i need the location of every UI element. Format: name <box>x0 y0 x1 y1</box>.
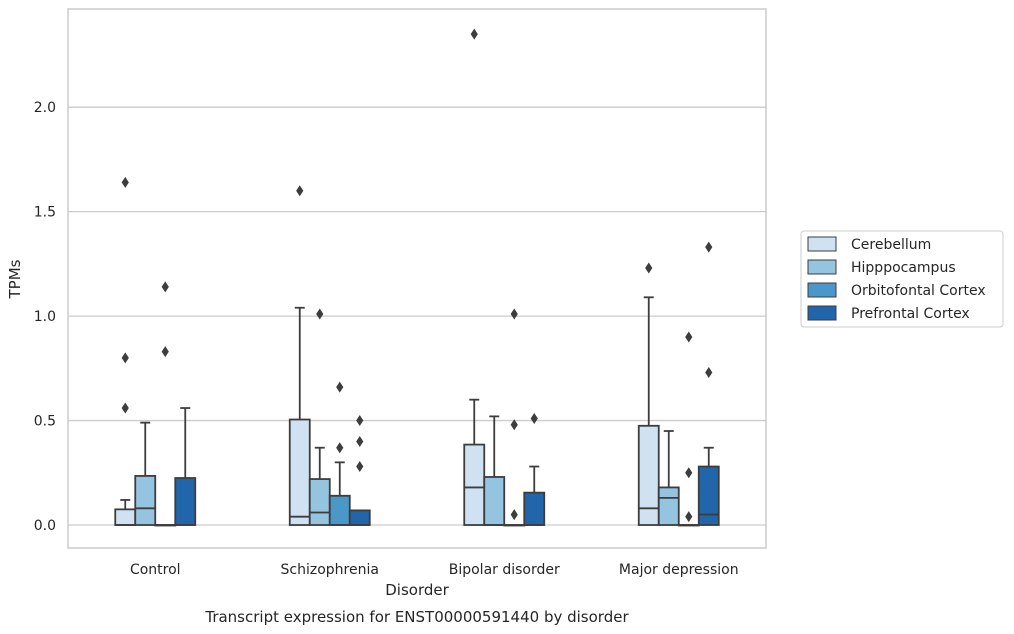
x-axis-label: Disorder <box>385 581 449 599</box>
box-body <box>697 465 720 526</box>
outlier-point <box>705 241 713 253</box>
box-hipppocampus-0 <box>134 421 157 526</box>
box-prefrontal-cortex-3 <box>697 241 720 526</box>
y-axis-label: TPMs <box>6 259 24 299</box>
y-tick-labels: 0.0 0.5 1.0 1.5 2.0 <box>34 100 56 534</box>
box-body <box>308 478 331 526</box>
x-tick-label: Schizophrenia <box>281 562 379 578</box>
box-orbitofontal-cortex-3 <box>677 331 700 527</box>
box-cerebellum-3 <box>637 262 660 526</box>
outlier-point <box>510 308 518 320</box>
box-orbitofontal-cortex-1 <box>328 381 351 526</box>
box-body <box>657 486 680 526</box>
box-body <box>114 508 137 526</box>
box-orbitofontal-cortex-2 <box>503 308 526 527</box>
box-body <box>134 475 157 526</box>
legend-label: Hipppocampus <box>851 260 956 276</box>
box-prefrontal-cortex-0 <box>174 407 197 526</box>
outlier-point <box>121 352 129 364</box>
outlier-point <box>121 176 129 188</box>
legend: Cerebellum Hipppocampus Orbitofontal Corte… <box>800 230 1004 328</box>
chart-caption: Transcript expression for ENST0000059144… <box>204 608 629 626</box>
outlier-point <box>121 402 129 414</box>
outlier-point <box>161 346 169 358</box>
outlier-point <box>705 367 713 379</box>
y-tick-label: 1.5 <box>34 205 56 221</box>
legend-swatch <box>807 282 837 298</box>
box-body <box>523 491 546 526</box>
box-prefrontal-cortex-2 <box>523 412 546 526</box>
legend-item: Prefrontal Cortex <box>807 305 970 322</box>
box-hipppocampus-2 <box>483 415 506 526</box>
box-hipppocampus-3 <box>657 430 680 526</box>
outlier-point <box>161 281 169 293</box>
outlier-point <box>336 381 344 393</box>
box-body <box>328 494 351 526</box>
box-hipppocampus-1 <box>308 308 331 526</box>
box-cerebellum-0 <box>114 176 137 526</box>
box-prefrontal-cortex-1 <box>348 415 371 526</box>
outlier-point <box>316 308 324 320</box>
x-tick-labels: Control Schizophrenia Bipolar disorder Majo… <box>130 562 739 578</box>
legend-frame <box>800 230 1004 328</box>
outlier-point <box>336 442 344 454</box>
outlier-point <box>356 435 364 447</box>
y-tick-label: 2.0 <box>34 100 56 116</box>
box-orbitofontal-cortex-0 <box>154 281 177 527</box>
legend-swatch <box>807 259 837 275</box>
box-body <box>174 477 197 526</box>
box-plots <box>114 28 720 527</box>
outlier-point <box>685 331 693 343</box>
legend-label: Cerebellum <box>851 237 931 253</box>
box-body <box>463 443 486 526</box>
y-tick-label: 0.5 <box>34 414 56 430</box>
x-tick-label: Bipolar disorder <box>449 562 560 578</box>
legend-label: Orbitofontal Cortex <box>851 283 986 299</box>
legend-label: Prefrontal Cortex <box>851 306 970 322</box>
y-tick-label: 0.0 <box>34 518 56 534</box>
box-cerebellum-2 <box>463 28 486 526</box>
plot-frame <box>67 8 767 549</box>
x-tick-label: Major depression <box>619 562 739 578</box>
legend-item: Cerebellum <box>807 236 931 253</box>
outlier-point <box>356 415 364 427</box>
legend-item: Orbitofontal Cortex <box>807 282 986 299</box>
box-body <box>288 418 311 526</box>
box-body <box>483 476 506 526</box>
legend-swatch <box>807 305 837 321</box>
outlier-point <box>645 262 653 274</box>
outlier-point <box>510 509 518 521</box>
x-tick-label: Control <box>130 562 181 578</box>
outlier-point <box>510 419 518 431</box>
box-body <box>348 509 371 526</box>
legend-swatch <box>807 236 837 252</box>
legend-item: Hipppocampus <box>807 259 956 276</box>
grid-lines <box>68 106 766 526</box>
outlier-point <box>470 28 478 40</box>
y-tick-label: 1.0 <box>34 309 56 325</box>
box-cerebellum-1 <box>288 185 311 526</box>
outlier-point <box>296 185 304 197</box>
box-body <box>637 424 660 526</box>
outlier-point <box>685 511 693 523</box>
outlier-point <box>685 467 693 479</box>
outlier-point <box>356 461 364 473</box>
outlier-point <box>530 412 538 424</box>
